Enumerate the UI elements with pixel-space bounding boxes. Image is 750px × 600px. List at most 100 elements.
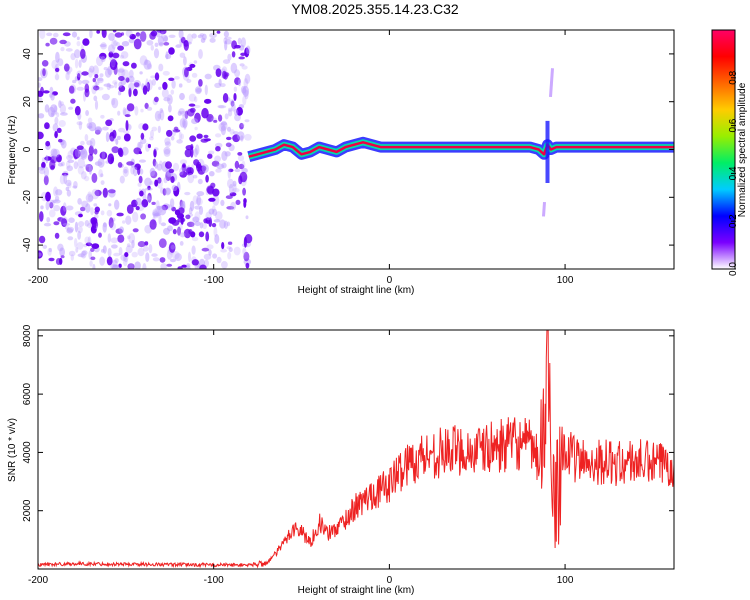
noise-speckle [165, 161, 172, 169]
noise-speckle [102, 222, 107, 233]
spectrogram-x-tick-label-2: 0 [387, 275, 393, 286]
spectrogram-y-tick-label-3: 20 [22, 96, 33, 108]
noise-speckle [163, 146, 171, 155]
noise-speckle [214, 82, 222, 88]
noise-speckle [180, 133, 184, 140]
noise-speckle [38, 252, 42, 257]
noise-speckle [174, 253, 182, 262]
noise-speckle [180, 201, 184, 208]
noise-speckle [91, 173, 98, 183]
noise-speckle [67, 236, 74, 241]
noise-speckle [201, 164, 209, 173]
noise-speckle [83, 164, 91, 168]
noise-speckle [181, 264, 188, 268]
noise-speckle [184, 148, 192, 158]
noise-speckle [122, 255, 128, 267]
noise-speckle [78, 221, 85, 227]
noise-speckle [119, 175, 125, 184]
spectrogram-x-tick-label-3: 100 [557, 275, 574, 286]
noise-speckle [66, 226, 74, 233]
noise-speckle [54, 232, 60, 239]
noise-speckle [38, 82, 41, 88]
noise-speckle [45, 191, 51, 202]
noise-speckle [52, 123, 59, 132]
noise-speckle [232, 134, 241, 143]
noise-speckle [125, 120, 129, 131]
colorbar-tick-label-0: 0.0 [728, 262, 739, 276]
noise-speckle [184, 110, 189, 120]
noise-speckle [214, 155, 222, 163]
noise-speckle [70, 98, 76, 104]
ridge-echo-upper [549, 68, 554, 98]
noise-speckle [55, 195, 60, 202]
noise-speckle [56, 127, 62, 133]
noise-speckle [39, 169, 46, 175]
noise-speckle [149, 219, 157, 230]
noise-speckle [85, 203, 91, 213]
spectrogram-y-ticks: -40 -20 0 20 40 [22, 48, 674, 252]
noise-speckle [73, 181, 78, 189]
noise-speckle [43, 166, 50, 178]
noise-speckle [101, 93, 110, 101]
noise-speckle [50, 93, 55, 101]
noise-speckle [126, 243, 131, 248]
noise-speckle [106, 82, 111, 91]
noise-speckle [221, 261, 228, 269]
noise-speckle [124, 252, 129, 258]
snr-y-tick-label-0: 2000 [22, 499, 33, 522]
noise-speckle [117, 147, 123, 156]
noise-speckle [94, 74, 99, 79]
spectrogram-x-tick-label-1: -100 [204, 275, 224, 286]
noise-speckle [122, 166, 129, 178]
noise-speckle [114, 32, 123, 38]
noise-speckle [156, 163, 163, 171]
noise-speckle [110, 56, 116, 68]
noise-speckle [139, 190, 144, 197]
noise-speckle [58, 138, 63, 143]
noise-speckle [137, 241, 146, 248]
noise-speckle [139, 168, 144, 175]
noise-speckle [230, 62, 238, 74]
noise-speckle [228, 168, 234, 173]
noise-speckle [151, 201, 156, 205]
noise-speckle [232, 188, 240, 193]
noise-speckle [193, 60, 198, 64]
noise-speckle [187, 172, 195, 184]
noise-speckle [227, 53, 232, 61]
noise-speckle [76, 242, 84, 250]
noise-speckle [108, 217, 114, 229]
noise-speckle [163, 36, 169, 42]
noise-speckle [65, 186, 70, 192]
snr-y-ticks: 2000 4000 6000 8000 [22, 324, 674, 522]
noise-speckle [78, 121, 83, 130]
noise-speckle [201, 107, 209, 119]
noise-speckle [77, 230, 81, 240]
noise-speckle [230, 201, 237, 211]
noise-speckle [168, 77, 175, 82]
noise-speckle [54, 131, 58, 139]
noise-speckle [56, 112, 60, 118]
noise-speckle [65, 48, 73, 52]
noise-speckle [120, 51, 129, 59]
noise-speckle [153, 148, 157, 158]
noise-speckle [162, 70, 170, 76]
noise-speckle [108, 85, 115, 89]
noise-speckle [114, 258, 119, 264]
noise-speckle [226, 221, 231, 227]
noise-speckle [244, 133, 252, 141]
noise-speckle [51, 91, 59, 96]
noise-speckle [191, 217, 195, 228]
noise-speckle [40, 205, 44, 210]
noise-speckle [135, 33, 141, 39]
noise-speckle [133, 80, 141, 88]
noise-speckle [72, 185, 78, 189]
noise-speckle [90, 247, 95, 252]
noise-speckle [196, 161, 202, 172]
noise-speckle [218, 114, 223, 122]
noise-speckle [108, 32, 115, 41]
noise-speckle [182, 118, 188, 128]
noise-speckle [164, 141, 172, 147]
noise-speckle [41, 161, 46, 169]
